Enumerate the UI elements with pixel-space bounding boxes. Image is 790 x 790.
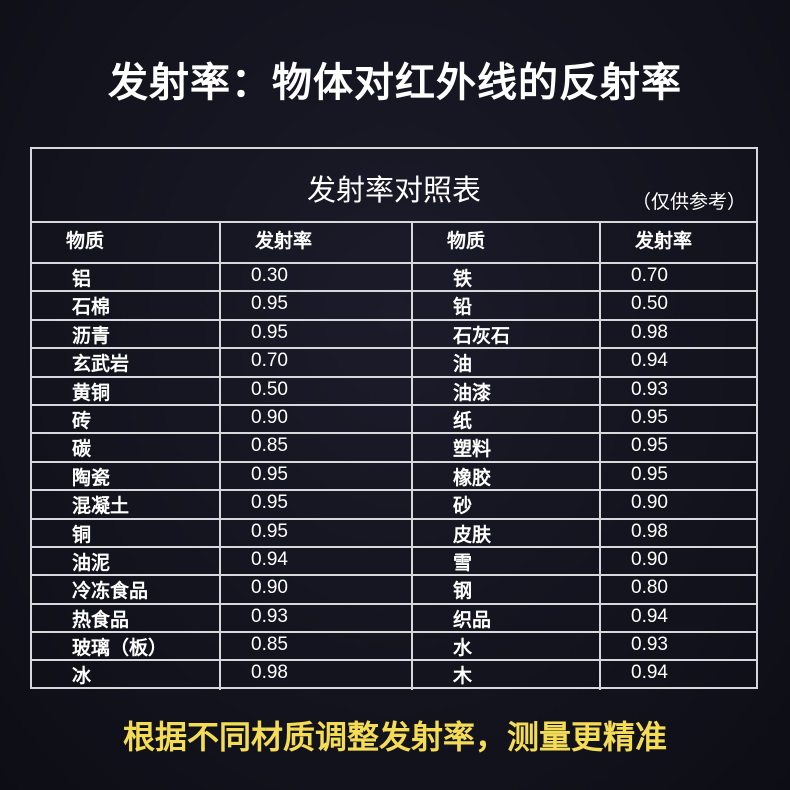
material-cell: 纸: [413, 405, 601, 433]
table-title-row: 发射率对照表 （仅供参考）: [32, 149, 756, 223]
table-row: 沥青 0.95 石灰石 0.98: [32, 320, 756, 350]
material-cell: 皮肤: [413, 519, 601, 546]
table-row: 玄武岩 0.70 油 0.94: [32, 349, 756, 378]
material-cell: 碳: [32, 434, 221, 461]
material-cell: 钢: [413, 576, 601, 603]
material-cell: 玄武岩: [32, 349, 221, 376]
table-row: 石棉 0.95 铅 0.50: [32, 292, 756, 321]
emissivity-cell: 0.94: [631, 662, 668, 684]
emissivity-cell: 0.93: [631, 634, 668, 656]
material-cell: 油漆: [413, 377, 601, 404]
material-cell: 油泥: [32, 547, 221, 575]
table-row: 砖 0.90 纸 0.95: [32, 405, 756, 435]
header-emissivity: 发射率: [221, 223, 413, 262]
material-cell: 砂: [413, 491, 601, 518]
header-material: 物质: [32, 223, 221, 262]
table-row: 热食品 0.93 织品 0.94: [32, 604, 756, 634]
emissivity-cell: 0.93: [221, 604, 413, 632]
table-row: 玻璃（板） 0.85 水 0.93: [32, 633, 756, 662]
material-cell: 水: [413, 633, 601, 660]
emissivity-cell: 0.70: [631, 265, 668, 286]
emissivity-cell: 0.90: [221, 405, 413, 433]
table-row: 黄铜 0.50 油漆 0.93: [32, 377, 756, 406]
emissivity-cell: 0.80: [631, 577, 668, 599]
table-note: （仅供参考）: [631, 191, 746, 213]
material-cell: 雪: [413, 547, 601, 575]
emissivity-cell: 0.98: [631, 520, 668, 542]
emissivity-cell: 0.95: [221, 292, 413, 319]
table-title: 发射率对照表: [306, 173, 481, 207]
emissivity-cell: 0.95: [221, 462, 413, 490]
emissivity-cell: 0.85: [221, 633, 413, 660]
material-cell: 砖: [32, 405, 221, 433]
table-row: 碳 0.85 塑料 0.95: [32, 434, 756, 463]
emissivity-cell: 0.90: [631, 548, 668, 570]
table-grid: 物质 发射率 物质 发射率 铝 0.30 铁 0.70 石棉 0.95 铅 0.50 沥青 0.9…: [32, 223, 756, 690]
material-cell: 陶瓷: [32, 462, 221, 490]
emissivity-cell: 0.50: [221, 377, 413, 404]
emissivity-cell: 0.70: [221, 349, 413, 376]
header-emissivity: 发射率: [635, 230, 693, 252]
emissivity-cell: 0.95: [631, 463, 668, 485]
header-material: 物质: [413, 223, 601, 262]
material-cell: 冰: [32, 661, 221, 690]
table-row: 冰 0.98 木 0.94: [32, 661, 756, 690]
material-cell: 铁: [413, 264, 601, 291]
headline: 发射率：物体对红外线的反射率: [108, 60, 682, 106]
emissivity-cell: 0.93: [631, 378, 668, 400]
emissivity-cell: 0.95: [631, 406, 668, 428]
emissivity-cell: 0.98: [221, 661, 413, 690]
emissivity-cell: 0.95: [221, 320, 413, 348]
material-cell: 沥青: [32, 320, 221, 348]
emissivity-cell: 0.95: [631, 435, 668, 457]
material-cell: 石灰石: [413, 320, 601, 348]
emissivity-table: 发射率对照表 （仅供参考） 物质 发射率 物质 发射率 铝 0.30 铁 0.70 石棉…: [30, 147, 758, 690]
material-cell: 油: [413, 349, 601, 376]
material-cell: 铅: [413, 292, 601, 319]
emissivity-cell: 0.50: [631, 293, 668, 315]
table-row: 混凝土 0.95 砂 0.90: [32, 491, 756, 520]
material-cell: 铜: [32, 519, 221, 546]
table-row: 铝 0.30 铁 0.70: [32, 264, 756, 293]
emissivity-cell: 0.30: [221, 264, 413, 291]
table-header-row: 物质 发射率 物质 发射率: [32, 223, 756, 264]
emissivity-cell: 0.90: [631, 492, 668, 514]
emissivity-cell: 0.95: [221, 519, 413, 546]
material-cell: 混凝土: [32, 491, 221, 518]
material-cell: 塑料: [413, 434, 601, 461]
emissivity-cell: 0.94: [221, 547, 413, 575]
emissivity-cell: 0.94: [631, 350, 668, 372]
emissivity-cell: 0.94: [631, 605, 668, 627]
material-cell: 石棉: [32, 292, 221, 319]
table-row: 油泥 0.94 雪 0.90: [32, 547, 756, 577]
material-cell: 木: [413, 661, 601, 690]
material-cell: 橡胶: [413, 462, 601, 490]
table-row: 冷冻食品 0.90 钢 0.80: [32, 576, 756, 605]
table-row: 铜 0.95 皮肤 0.98: [32, 519, 756, 548]
material-cell: 冷冻食品: [32, 576, 221, 603]
emissivity-cell: 0.95: [221, 491, 413, 518]
material-cell: 玻璃（板）: [32, 633, 221, 660]
footer-slogan: 根据不同材质调整发射率，测量更精准: [122, 718, 667, 756]
material-cell: 热食品: [32, 604, 221, 632]
emissivity-cell: 0.90: [221, 576, 413, 603]
material-cell: 铝: [32, 264, 221, 291]
emissivity-cell: 0.98: [631, 321, 668, 343]
emissivity-cell: 0.85: [221, 434, 413, 461]
material-cell: 黄铜: [32, 377, 221, 404]
material-cell: 织品: [413, 604, 601, 632]
table-row: 陶瓷 0.95 橡胶 0.95: [32, 462, 756, 492]
